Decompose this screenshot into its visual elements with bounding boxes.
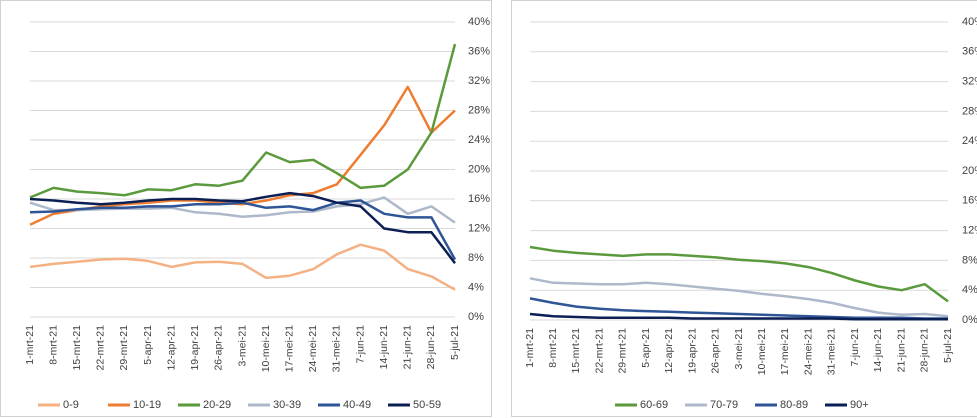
x-tick-label: 10-mei-21	[756, 328, 768, 375]
series-line	[29, 243, 456, 291]
x-tick-label: 8-mrt-21	[547, 328, 559, 368]
x-tick-label: 29-mrt-21	[617, 328, 629, 374]
y-tick-label: 36%	[962, 46, 977, 58]
y-tick-label: 16%	[962, 195, 977, 207]
x-tick-label: 12-apr-21	[165, 325, 177, 371]
x-tick-label: 5-apr-21	[142, 325, 154, 365]
x-tick-label: 1-mrt-21	[24, 325, 36, 365]
legend-label: 10-19	[133, 399, 161, 411]
y-tick-label: 40%	[468, 16, 490, 28]
y-tick-label: 24%	[468, 134, 490, 146]
x-tick-label: 8-mrt-21	[47, 325, 59, 365]
series-line	[29, 199, 457, 261]
series-line	[529, 245, 949, 303]
x-tick-label: 19-apr-21	[189, 325, 201, 371]
x-tick-label: 31-mei-21	[826, 328, 838, 375]
series-line	[29, 43, 457, 199]
x-tick-label: 15-mrt-21	[570, 328, 582, 374]
series-line	[529, 277, 949, 318]
y-tick-label: 0%	[962, 314, 977, 326]
y-tick-label: 20%	[468, 163, 490, 175]
y-tick-label: 12%	[468, 222, 490, 234]
x-tick-label: 3-mei-21	[733, 328, 745, 370]
y-tick-label: 8%	[962, 254, 977, 266]
x-tick-label: 1-mrt-21	[524, 328, 536, 368]
legend-label: 90+	[850, 399, 869, 411]
series-line	[29, 85, 456, 226]
series-line	[29, 196, 456, 224]
y-tick-label: 36%	[468, 45, 490, 57]
x-tick-label: 3-mei-21	[236, 325, 248, 367]
series-line	[529, 312, 948, 321]
x-tick-label: 5-apr-21	[640, 328, 652, 368]
y-tick-label: 4%	[962, 284, 977, 296]
x-tick-label: 17-mei-21	[284, 325, 296, 372]
legend-label: 80-89	[780, 399, 808, 411]
y-tick-label: 16%	[468, 193, 490, 205]
legend-label: 20-29	[203, 399, 231, 411]
x-tick-label: 26-apr-21	[213, 325, 225, 371]
x-tick-label: 14-jun-21	[378, 325, 390, 370]
x-tick-label: 7-jun-21	[354, 325, 366, 364]
x-tick-label: 22-mrt-21	[95, 325, 107, 371]
y-tick-label: 40%	[962, 16, 977, 28]
x-tick-label: 24-mei-21	[802, 328, 814, 375]
x-tick-label: 28-jun-21	[425, 325, 437, 370]
legend-label: 60-69	[640, 399, 668, 411]
x-tick-label: 28-jun-21	[919, 328, 931, 373]
x-tick-label: 24-mei-21	[307, 325, 319, 372]
x-tick-label: 29-mrt-21	[118, 325, 130, 371]
legend-label: 30-39	[273, 399, 301, 411]
x-tick-label: 5-jul-21	[449, 325, 461, 360]
legend-label: 40-49	[343, 399, 371, 411]
y-tick-label: 4%	[468, 281, 484, 293]
x-tick-label: 17-mei-21	[779, 328, 791, 375]
x-tick-label: 21-jun-21	[895, 328, 907, 373]
legend-label: 50-59	[413, 399, 441, 411]
y-tick-label: 32%	[468, 75, 490, 87]
x-tick-label: 14-jun-21	[872, 328, 884, 373]
y-tick-label: 8%	[468, 252, 484, 264]
x-tick-label: 19-apr-21	[686, 328, 698, 374]
series-line	[529, 297, 948, 320]
x-tick-label: 26-apr-21	[710, 328, 722, 374]
y-tick-label: 32%	[962, 76, 977, 88]
series-line	[29, 191, 456, 264]
y-tick-label: 24%	[962, 135, 977, 147]
x-tick-label: 10-mei-21	[260, 325, 272, 372]
y-tick-label: 12%	[962, 225, 977, 237]
y-tick-label: 20%	[962, 165, 977, 177]
x-tick-label: 15-mrt-21	[71, 325, 83, 371]
x-tick-label: 5-jul-21	[942, 328, 954, 363]
x-tick-label: 12-apr-21	[663, 328, 675, 374]
x-tick-label: 31-mei-21	[331, 325, 343, 372]
x-tick-label: 7-jun-21	[849, 328, 861, 367]
legend-label: 70-79	[710, 399, 738, 411]
y-tick-label: 0%	[468, 311, 484, 323]
y-tick-label: 28%	[468, 104, 490, 116]
x-tick-label: 21-jun-21	[402, 325, 414, 370]
x-tick-label: 22-mrt-21	[593, 328, 605, 374]
right-panel	[511, 0, 977, 417]
y-tick-label: 28%	[962, 105, 977, 117]
legend-label: 0-9	[63, 399, 79, 411]
